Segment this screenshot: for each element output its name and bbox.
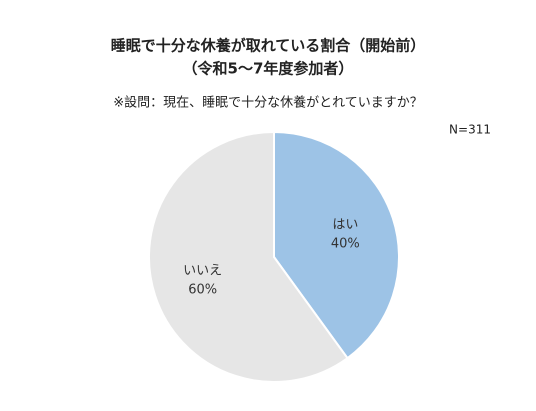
pie-slice (148, 130, 349, 383)
slice-value-label: 40% (331, 236, 360, 251)
slice-value-label: 60% (188, 283, 217, 298)
sample-size: N=311 (449, 123, 491, 137)
slice-category: はい (332, 217, 358, 232)
chart-subtitle: （令和5～7年度参加者） (183, 60, 354, 78)
question: ※設問：現在、睡眠で十分な休養がとれていますか？ (113, 95, 423, 111)
pie-slice (273, 130, 400, 360)
slice-category: いいえ (183, 264, 222, 279)
chart-title: 睡眠で十分な休養が取れている割合（開始前） (111, 37, 426, 55)
